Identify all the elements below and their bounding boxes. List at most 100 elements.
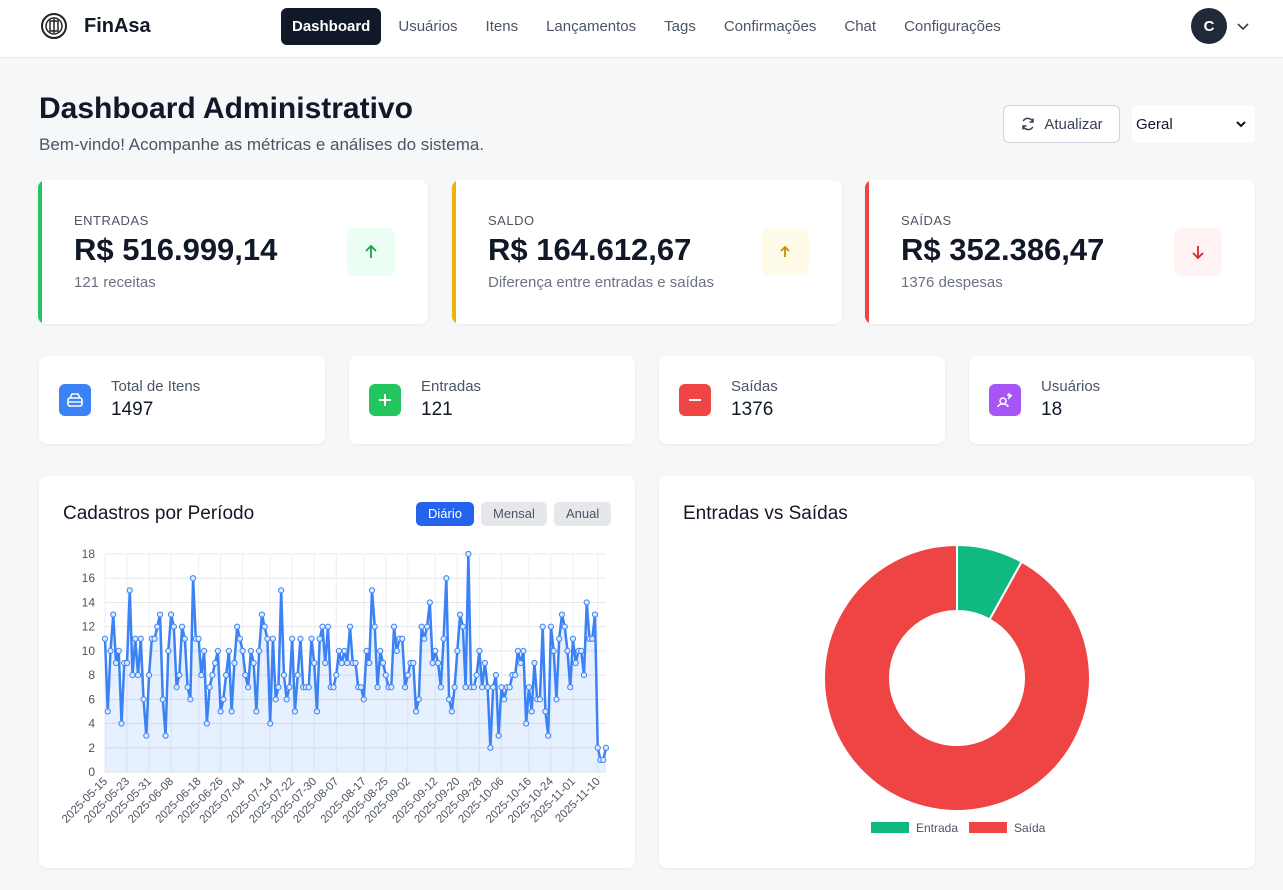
data-point — [338, 659, 345, 667]
data-point — [316, 635, 323, 642]
summary-label: SAÍDAS — [901, 213, 952, 228]
data-point — [572, 659, 579, 667]
refresh-button[interactable]: Atualizar — [1003, 105, 1120, 143]
data-point — [143, 732, 150, 739]
data-point — [523, 720, 530, 727]
chevron-down-icon[interactable] — [1236, 20, 1250, 34]
data-point — [311, 659, 318, 667]
data-point — [462, 684, 469, 691]
data-point — [470, 684, 477, 691]
data-point — [506, 684, 513, 691]
page-subtitle: Bem-vindo! Acompanhe as métricas e análi… — [39, 135, 485, 154]
data-point — [352, 659, 359, 667]
box-icon — [59, 384, 91, 416]
accent-bar — [865, 180, 869, 324]
brand-logo-icon — [41, 13, 67, 39]
line-chart-panel: Cadastros por Período Diário Mensal Anua… — [39, 476, 635, 868]
stat-card-itens: Total de Itens 1497 — [39, 356, 325, 444]
data-point — [561, 623, 568, 630]
data-point — [564, 647, 571, 654]
nav-item-tags[interactable]: Tags — [664, 18, 696, 35]
data-point — [484, 684, 491, 691]
data-point — [591, 611, 599, 618]
y-tick-label: 6 — [88, 692, 95, 706]
summary-value: R$ 516.999,14 — [74, 232, 278, 267]
data-point — [448, 708, 455, 715]
data-point — [377, 647, 384, 654]
nav-item-itens[interactable]: Itens — [485, 18, 519, 35]
summary-value: R$ 164.612,67 — [488, 232, 692, 267]
data-point — [278, 587, 285, 594]
y-tick-label: 10 — [82, 644, 96, 658]
data-point — [578, 647, 585, 654]
data-point — [490, 684, 497, 691]
data-point — [112, 659, 120, 667]
brand[interactable]: FinAsa — [40, 12, 151, 40]
nav-item-dashboard[interactable]: Dashboard — [281, 8, 382, 45]
data-point — [236, 635, 243, 642]
stat-card-usuarios: Usuários 18 — [969, 356, 1255, 444]
stat-label: Usuários — [1041, 378, 1101, 395]
summary-label: ENTRADAS — [74, 213, 149, 228]
user-avatar[interactable]: C — [1191, 8, 1227, 44]
data-point — [324, 623, 332, 630]
data-point — [437, 684, 444, 691]
data-point — [333, 672, 340, 679]
data-point — [498, 684, 505, 691]
data-point — [550, 647, 557, 654]
data-point — [198, 672, 205, 679]
data-point — [421, 635, 428, 642]
data-point — [187, 696, 194, 703]
nav-item-lancamentos[interactable]: Lançamentos — [546, 18, 637, 35]
y-tick-label: 2 — [88, 741, 95, 755]
data-point — [123, 659, 131, 667]
data-point — [195, 635, 202, 642]
data-point — [214, 647, 221, 654]
nav-item-chat[interactable]: Chat — [844, 18, 877, 35]
summary-card-saldo: SALDO R$ 164.612,67 Diferença entre entr… — [452, 180, 842, 324]
nav-item-confirmacoes[interactable]: Confirmações — [723, 18, 817, 35]
tab-anual[interactable]: Anual — [554, 502, 612, 526]
minus-icon — [679, 384, 711, 416]
stat-label: Entradas — [421, 378, 482, 395]
summary-note: Diferença entre entradas e saídas — [488, 274, 714, 291]
data-point — [479, 684, 486, 691]
data-point — [556, 635, 563, 642]
nav-item-configuracoes[interactable]: Configurações — [904, 18, 1001, 35]
data-point — [231, 659, 238, 667]
data-point — [313, 708, 321, 715]
stat-label: Total de Itens — [111, 378, 201, 395]
tab-mensal[interactable]: Mensal — [481, 502, 547, 526]
data-point — [454, 647, 461, 654]
summary-note: 121 receitas — [74, 274, 156, 291]
nav-item-usuarios[interactable]: Usuários — [398, 18, 458, 35]
data-point — [569, 635, 577, 642]
brand-name: FinAsa — [84, 14, 151, 37]
tab-diario[interactable]: Diário — [416, 502, 474, 526]
data-point — [401, 684, 409, 691]
data-point — [189, 575, 197, 582]
data-point — [258, 611, 266, 618]
data-point — [234, 623, 241, 630]
data-point — [514, 647, 522, 654]
data-point — [245, 684, 252, 691]
data-point — [399, 635, 406, 642]
legend-label: Saída — [1014, 821, 1046, 835]
data-point — [156, 611, 164, 618]
data-point — [267, 720, 274, 727]
data-point — [286, 684, 293, 691]
data-point — [445, 696, 453, 703]
data-point — [305, 684, 312, 691]
data-point — [366, 659, 373, 667]
data-point — [346, 623, 354, 630]
data-point — [170, 623, 177, 630]
line-chart: 0246810121416182025-05-152025-05-232025-… — [60, 547, 610, 826]
data-point — [360, 696, 367, 703]
period-filter-select[interactable]: Geral — [1132, 105, 1255, 143]
data-point — [558, 611, 566, 618]
chevron-down-icon — [1236, 121, 1246, 128]
users-icon — [989, 384, 1021, 416]
data-point — [473, 672, 480, 679]
data-point — [206, 684, 213, 691]
data-point — [539, 623, 546, 630]
